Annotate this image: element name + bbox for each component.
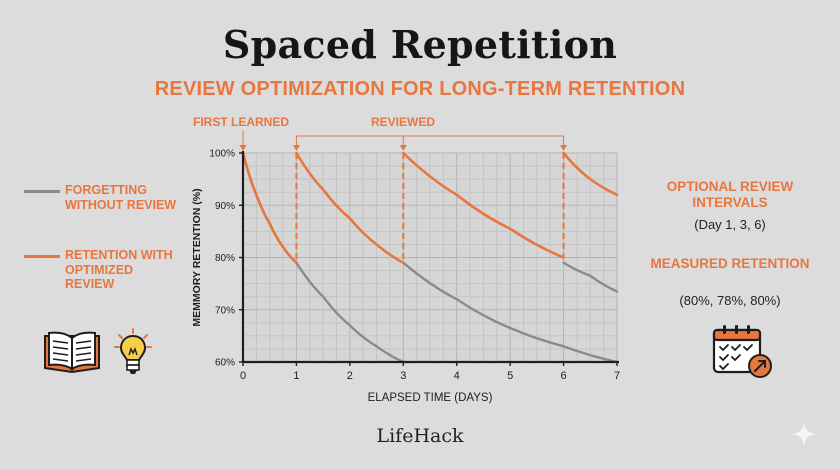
chart-series [241,151,619,364]
lightbulb-icon [114,328,152,374]
x-axis-label: ELAPSED TIME (DAYS) [368,392,493,404]
x-tick-label: 0 [240,370,246,382]
measured-value: (80%, 78%, 80%) [679,293,781,308]
x-tick-label: 1 [293,370,299,382]
chart-grid [242,152,618,363]
y-tick-label: 90% [215,201,235,212]
forgetting-series-line [562,261,619,293]
calendar-check-icon [712,325,772,378]
intervals-value: (Day 1, 3, 6) [694,217,766,232]
legend-swatch-retention [24,255,60,258]
page-subtitle: REVIEW OPTIMIZATION FOR LONG-TERM RETENT… [154,78,686,100]
review-pointer-arrow [560,145,568,151]
open-book-icon [44,331,100,374]
retention-series-line [401,151,565,259]
review-pointer-arrow [292,145,300,151]
review-markers [239,131,568,263]
x-tick-label: 6 [561,370,567,382]
chart-axes: 0 1 2 3 4 5 6 7 60% 70% 80% 90% 100% [209,149,620,383]
x-tick-label: 5 [507,370,513,382]
retention-series-line [295,151,405,265]
intervals-heading: OPTIONAL REVIEW INTERVALS [666,179,794,210]
y-tick-label: 80% [215,253,235,264]
measured-heading: MEASURED RETENTION [650,256,810,271]
legend-item-retention: RETENTION WITH OPTIMIZED REVIEW [24,248,185,292]
brand-logo-text: LifeHack [376,425,464,447]
y-axis-label: MEMMORY RETENTION (%) [191,188,203,326]
x-tick-label: 3 [400,370,406,382]
x-tick-label: 7 [614,370,620,382]
x-tick-label: 2 [347,370,353,382]
sparkle-icon [791,421,817,447]
annotation-reviewed: REVIEWED [371,115,435,129]
forgetting-series-line [402,261,619,364]
annotation-first-learned: FIRST LEARNED [193,115,289,129]
y-tick-label: 100% [209,149,235,160]
first-learned-pointer-arrow [239,145,247,151]
legend-item-forgetting: FORGETTING WITHOUT REVIEW [24,183,185,212]
y-tick-label: 70% [215,305,235,316]
retention-series-line [562,151,619,197]
x-tick-label: 4 [454,370,460,382]
review-pointer-arrow [399,145,407,151]
retention-series-line [241,151,298,265]
legend-label-forgetting: FORGETTING WITHOUT REVIEW [65,183,177,212]
legend-label-retention: RETENTION WITH OPTIMIZED REVIEW [65,248,173,291]
legend-swatch-forgetting [24,190,60,193]
page-title: Spaced Repetition [222,22,618,67]
y-tick-label: 60% [215,358,235,369]
